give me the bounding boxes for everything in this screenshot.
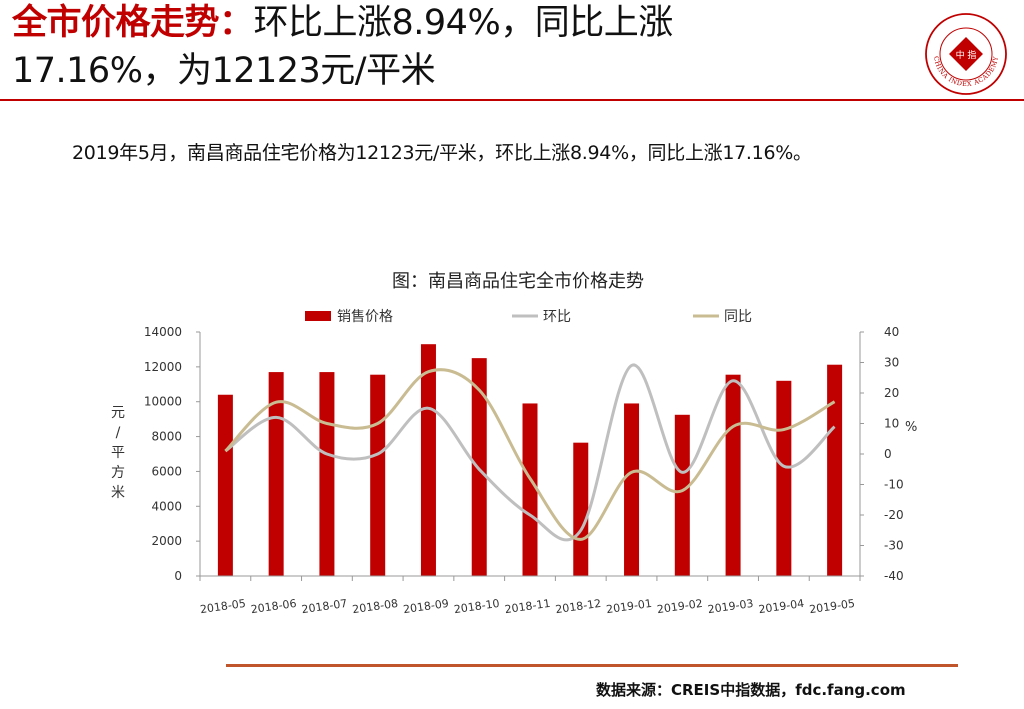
summary-text: 2019年5月，南昌商品住宅价格为12123元/平米，环比上涨8.94%，同比上… (72, 142, 812, 164)
x-axis-tick-label: 2018-09 (402, 597, 449, 616)
legend-label-sales-price: 销售价格 (337, 309, 393, 325)
right-axis-tick-label: -30 (884, 539, 904, 553)
x-axis-tick-label: 2018-08 (352, 597, 399, 616)
chart-legend: 销售价格 环比 同比 (305, 309, 752, 325)
x-axis: 2018-05 2018-06 2018-07 2018-08 2018-09 2018-… (199, 575, 861, 616)
x-axis-tick-label: 2018-05 (199, 597, 246, 616)
bar-sales-price (217, 394, 233, 576)
bar-sales-price (319, 372, 335, 576)
bar-sales-price (674, 414, 690, 576)
page-title: 全市价格走势：环比上涨8.94%，同比上涨 (12, 4, 673, 43)
right-axis-tick-label: 20 (884, 386, 899, 400)
left-axis-tick-label: 8000 (151, 430, 182, 444)
price-trend-chart: 图：南昌商品住宅全市价格走势 销售价格 环比 同比 0 2000 4000 6000 800… (111, 271, 917, 616)
china-index-academy-seal-icon: 中 指 CHINA INDEX ACADEMY (925, 13, 1007, 95)
right-axis: -40 -30 -20 -10 0 10 20 30 40% (859, 325, 917, 583)
bar-sales-price (522, 403, 538, 576)
x-axis-tick-label: 2018-12 (555, 597, 602, 616)
x-axis-tick-label: 2019-03 (707, 597, 754, 616)
bar-sales-price (776, 380, 792, 576)
right-axis-tick-label: -40 (884, 569, 904, 583)
right-axis-tick-label: 10 (884, 417, 899, 431)
x-axis-tick-label: 2019-04 (758, 597, 805, 616)
bar-sales-price (370, 374, 386, 576)
bar-sales-price (268, 372, 284, 576)
left-axis-tick-label: 10000 (144, 395, 182, 409)
right-axis-tick-label: 0 (884, 447, 892, 461)
x-axis-tick-label: 2019-01 (605, 597, 652, 616)
line-mom (224, 363, 836, 542)
right-axis-tick-label: 30 (884, 356, 899, 370)
left-axis: 0 2000 4000 6000 8000 10000 12000 14000 元/平方米 (111, 325, 201, 583)
legend-label-mom: 环比 (543, 309, 571, 325)
right-axis-label: % (905, 420, 917, 435)
page-title-line2: 17.16%，为12123元/平米 (12, 51, 436, 91)
x-axis-tick-label: 2018-06 (250, 597, 297, 616)
page-title-rest: 环比上涨8.94%，同比上涨 (253, 3, 674, 43)
data-source: 数据来源：CREIS中指数据，fdc.fang.com (596, 681, 906, 699)
line-yoy (224, 368, 836, 541)
left-axis-tick-label: 6000 (151, 464, 182, 478)
bar-sales-price (573, 442, 589, 576)
left-axis-tick-label: 14000 (144, 325, 182, 339)
left-axis-tick-label: 2000 (151, 534, 182, 548)
footer-divider (226, 664, 958, 667)
x-axis-tick-label: 2019-05 (808, 597, 855, 616)
left-axis-tick-label: 4000 (151, 499, 182, 513)
bar-sales-price (827, 364, 843, 576)
x-axis-tick-label: 2018-07 (301, 597, 348, 616)
title-divider (0, 99, 1024, 101)
right-axis-tick-label: -10 (884, 478, 904, 492)
left-axis-label: 元/平方米 (111, 405, 125, 501)
bar-sales-price (471, 358, 487, 576)
bar-sales-price (624, 403, 640, 576)
page-title-lead: 全市价格走势： (12, 3, 254, 43)
x-axis-tick-label: 2019-02 (656, 597, 703, 616)
logo-center-text: 中 指 (956, 49, 977, 61)
x-axis-tick-label: 2018-11 (504, 597, 551, 616)
right-axis-tick-label: -20 (884, 508, 904, 522)
bar-series-sales-price (217, 344, 843, 576)
x-axis-tick-label: 2018-10 (453, 597, 500, 616)
chart-title: 图：南昌商品住宅全市价格走势 (392, 271, 644, 292)
bar-sales-price (725, 374, 741, 576)
bar-sales-price (420, 344, 436, 576)
line-series (224, 363, 836, 542)
legend-swatch-sales-price (305, 311, 331, 321)
right-axis-tick-label: 40 (884, 325, 899, 339)
legend-label-yoy: 同比 (724, 309, 752, 325)
left-axis-tick-label: 12000 (144, 360, 182, 374)
left-axis-tick-label: 0 (174, 569, 182, 583)
